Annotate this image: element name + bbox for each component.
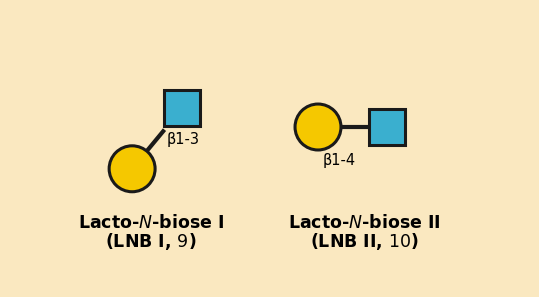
FancyBboxPatch shape [369,109,405,145]
Text: β1-3: β1-3 [167,132,199,147]
Text: β1-4: β1-4 [322,153,355,168]
Text: Lacto-$\mathbf{\it{N}}$-biose I: Lacto-$\mathbf{\it{N}}$-biose I [78,214,224,232]
Circle shape [109,146,155,192]
Circle shape [295,104,341,150]
Text: (LNB II, $\mathit{10}$): (LNB II, $\mathit{10}$) [309,230,418,252]
Text: Lacto-$\mathbf{\it{N}}$-biose II: Lacto-$\mathbf{\it{N}}$-biose II [288,214,440,232]
Text: (LNB I, $\mathit{9}$): (LNB I, $\mathit{9}$) [105,230,197,252]
FancyBboxPatch shape [164,91,200,126]
